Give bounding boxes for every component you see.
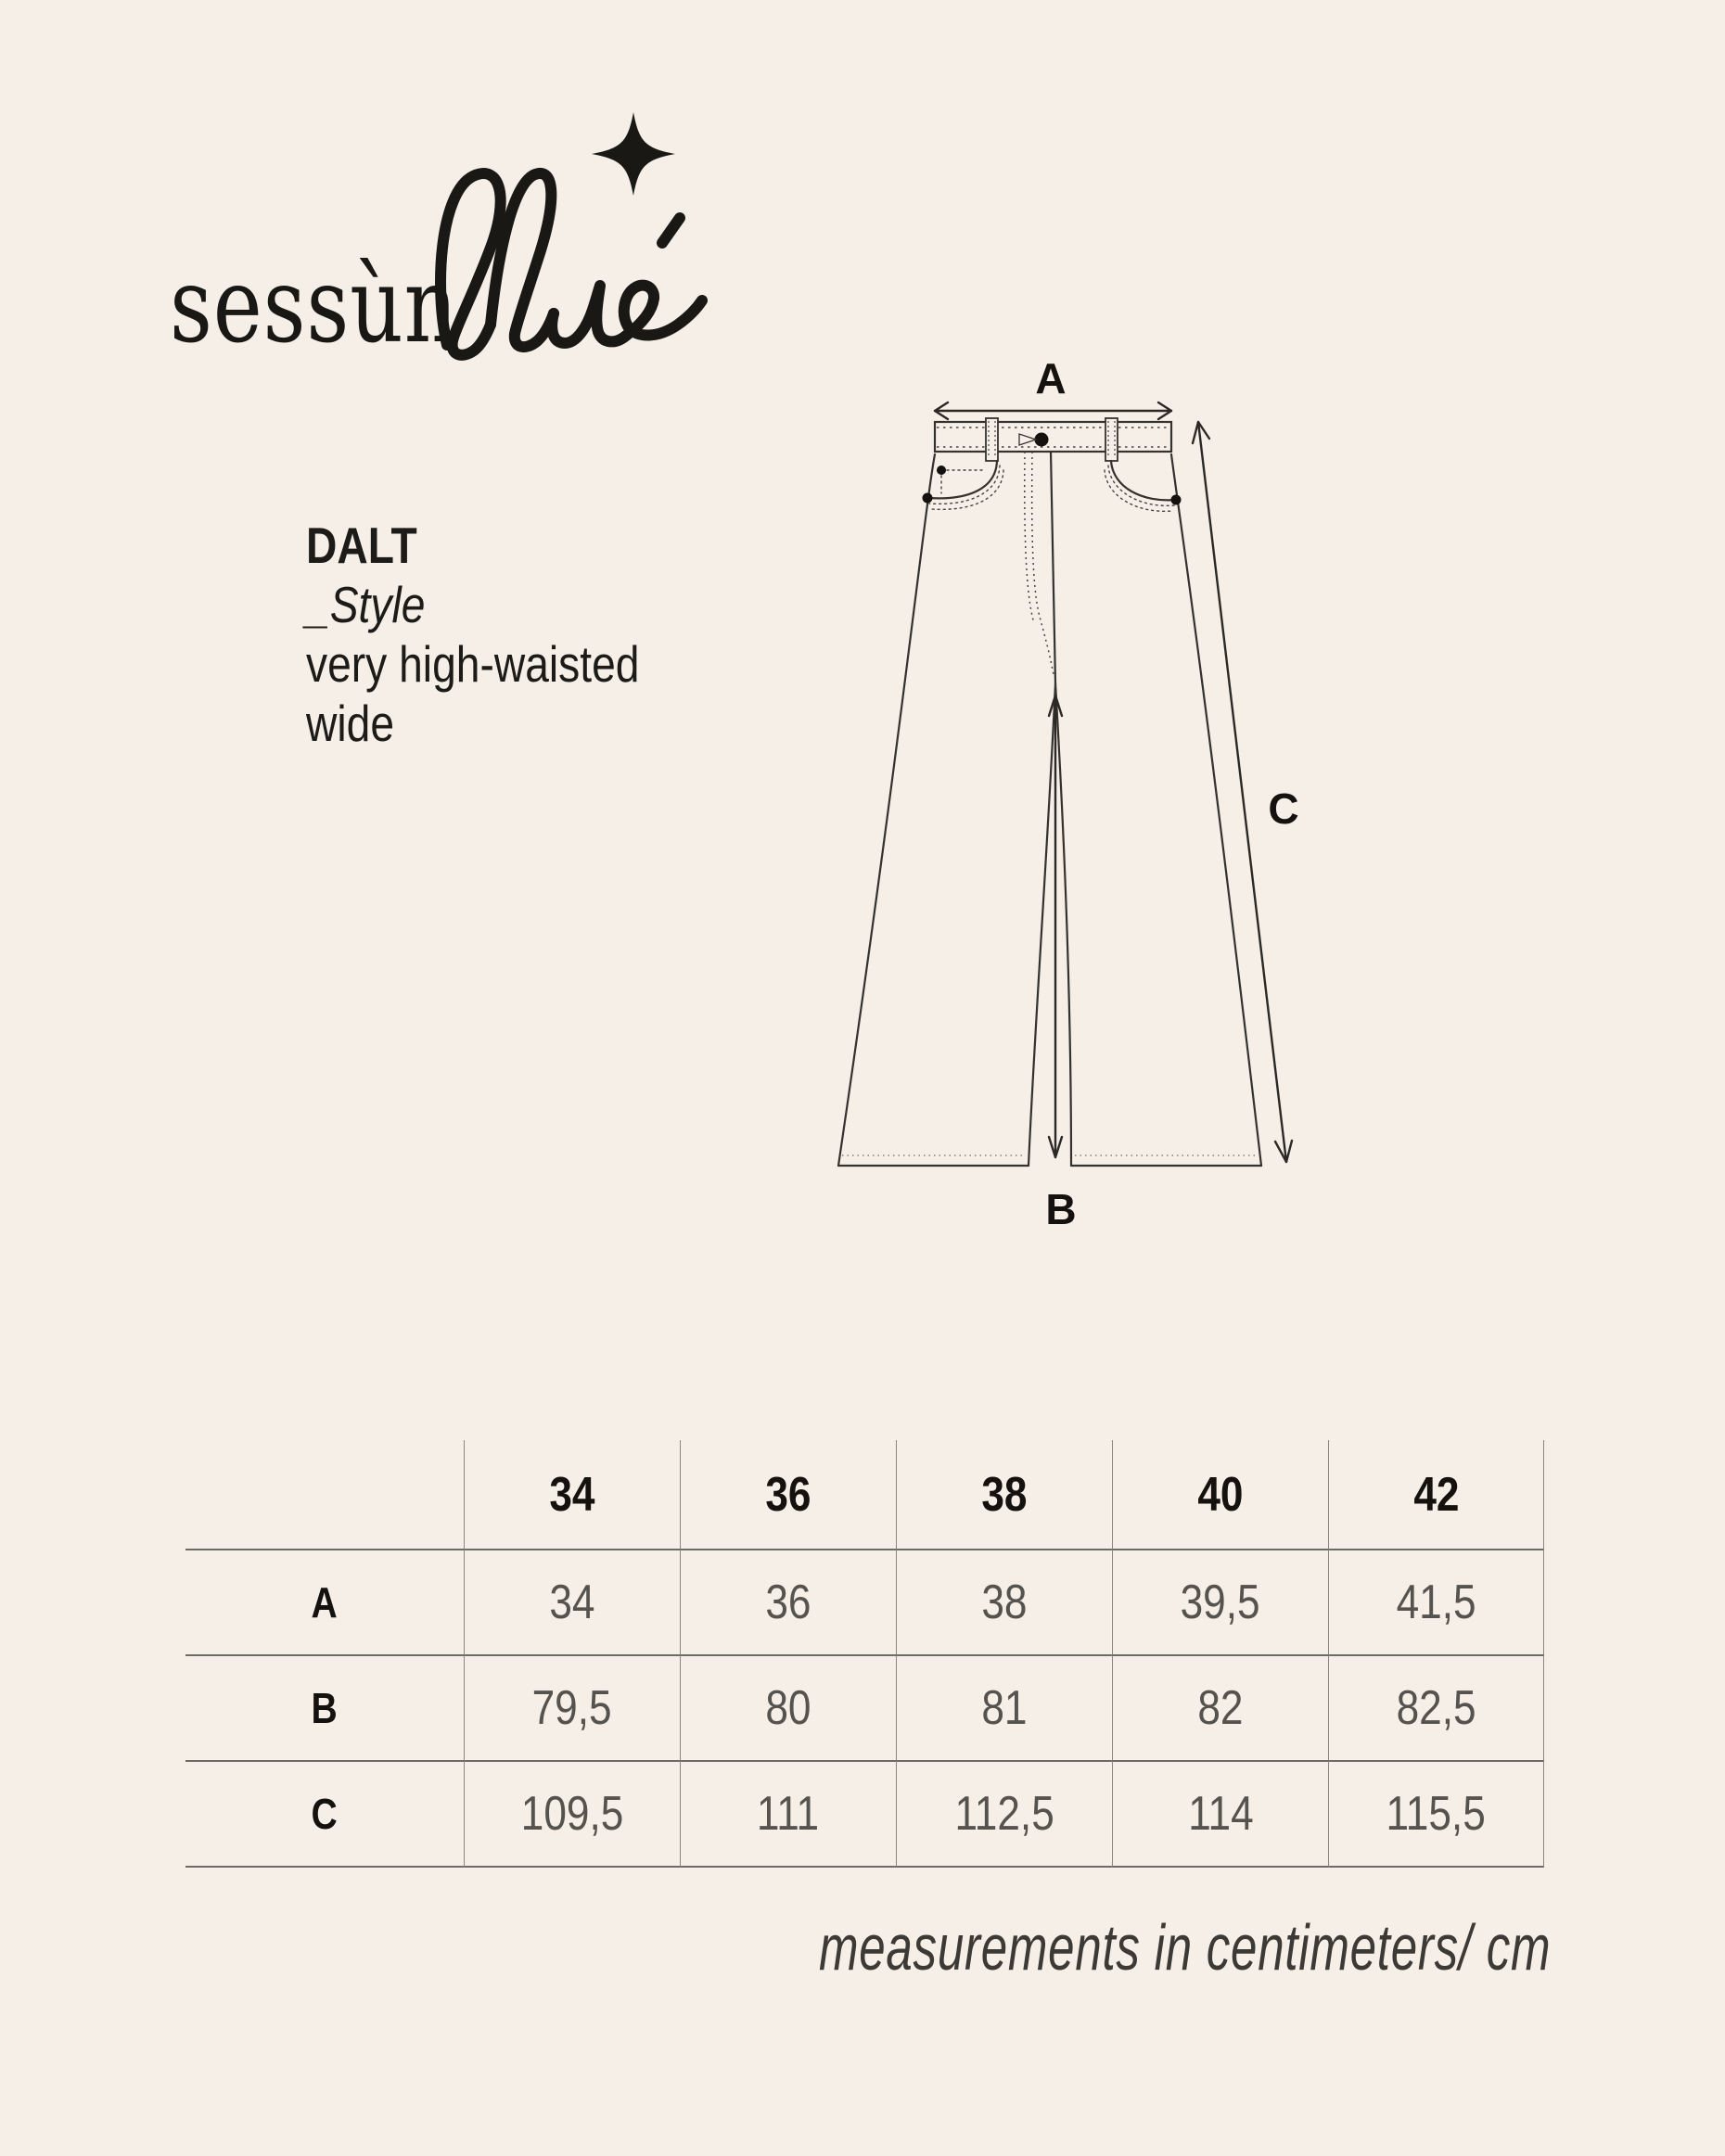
product-description-line1: very high-waisted <box>306 635 640 693</box>
coin-pocket-stitching <box>940 469 984 494</box>
brand-wordmark: sessùn <box>170 246 459 366</box>
size-column-header: 42 <box>1328 1440 1544 1549</box>
blue-script-logo <box>435 112 708 361</box>
product-info: DALT _Style very high-waisted wide <box>306 516 639 753</box>
row-label-a: A <box>185 1549 464 1654</box>
measure-arrow-a <box>933 401 1173 421</box>
size-value-cell: 82 <box>1112 1654 1328 1760</box>
size-column-header: 36 <box>680 1440 896 1549</box>
size-value-cell: 38 <box>896 1549 1112 1654</box>
product-description-line2: wide <box>306 695 395 752</box>
size-value-cell: 114 <box>1112 1760 1328 1868</box>
measure-arrow-c <box>1191 420 1294 1164</box>
row-label-c: C <box>185 1760 464 1868</box>
right-outer-seam <box>1169 453 1263 1167</box>
size-value-cell: 41,5 <box>1328 1549 1544 1654</box>
product-style-label: _Style <box>306 576 426 633</box>
size-value-cell: 79,5 <box>464 1654 680 1760</box>
size-value-cell: 109,5 <box>464 1760 680 1868</box>
size-column-header: 38 <box>896 1440 1112 1549</box>
front-pocket-left <box>922 459 1004 511</box>
button-pointer-icon <box>1018 433 1039 446</box>
measure-a-label: A <box>1035 354 1066 402</box>
size-column-header: 34 <box>464 1440 680 1549</box>
rivet-dot <box>1170 494 1182 505</box>
left-inseam <box>1027 682 1057 1167</box>
fly-stitching <box>1024 451 1054 676</box>
measure-c-label: C <box>1268 785 1298 833</box>
measurement-note: measurements in centimeters/ cm <box>818 1911 1551 1984</box>
rivet-dot <box>937 466 946 475</box>
size-column-header: 40 <box>1112 1440 1328 1549</box>
size-value-cell: 39,5 <box>1112 1549 1328 1654</box>
belt-loop-right <box>1105 417 1118 462</box>
center-front-seam <box>1049 420 1057 685</box>
row-label-b: B <box>185 1654 464 1760</box>
measure-arrow-b <box>1047 694 1064 1159</box>
size-table: 34 36 38 40 42 A 34 36 38 39,5 41,5 B 79… <box>185 1440 1544 1868</box>
right-inseam <box>1054 682 1073 1167</box>
size-value-cell: 81 <box>896 1654 1112 1760</box>
size-value-cell: 115,5 <box>1328 1760 1544 1868</box>
sparkle-icon <box>592 112 675 196</box>
size-value-cell: 34 <box>464 1549 680 1654</box>
size-value-cell: 82,5 <box>1328 1654 1544 1760</box>
front-pocket-right <box>1104 459 1182 513</box>
measure-b-label: B <box>1045 1185 1076 1233</box>
rivet-dot <box>922 492 933 504</box>
jeans-outline <box>837 420 1263 1167</box>
size-value-cell: 36 <box>680 1549 896 1654</box>
table-corner-cell <box>185 1440 464 1549</box>
size-value-cell: 80 <box>680 1654 896 1760</box>
product-name: DALT <box>306 517 417 574</box>
waist-button <box>1034 432 1049 447</box>
size-value-cell: 112,5 <box>896 1760 1112 1868</box>
left-outer-seam <box>837 453 937 1167</box>
size-value-cell: 111 <box>680 1760 896 1868</box>
jeans-measurement-diagram: A B C <box>837 354 1299 1233</box>
blue-cursive-word <box>435 168 708 361</box>
belt-loop-left <box>985 417 999 462</box>
